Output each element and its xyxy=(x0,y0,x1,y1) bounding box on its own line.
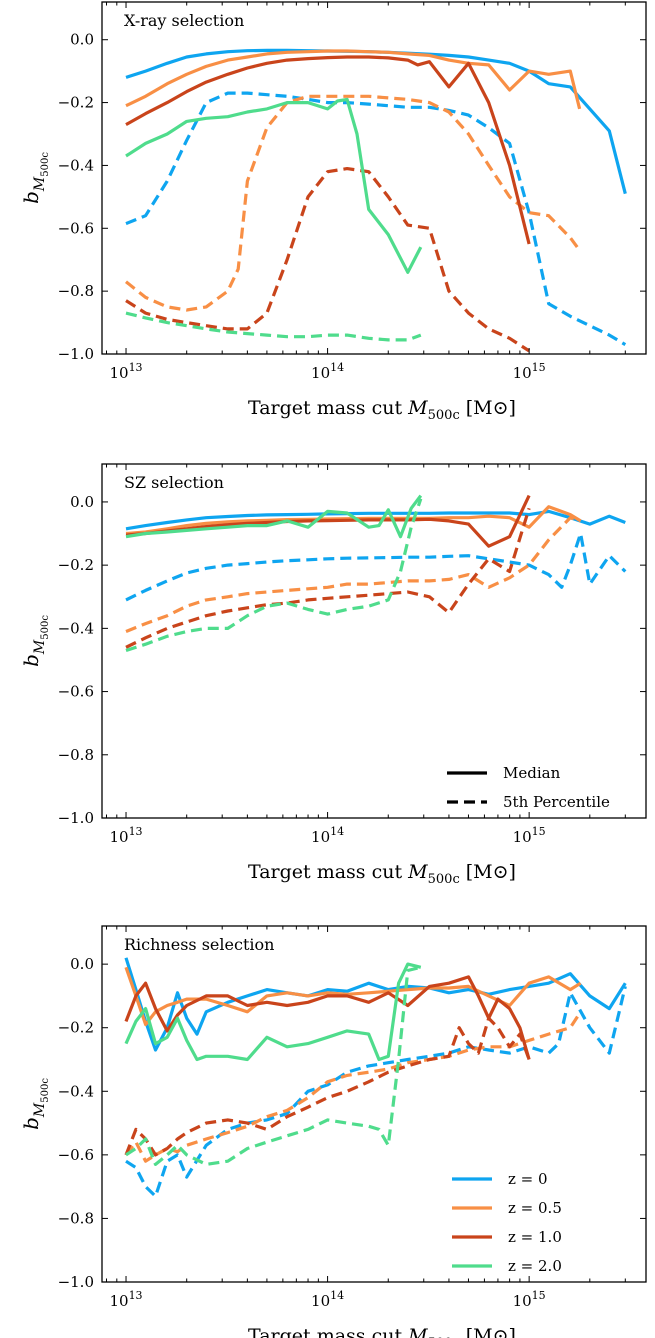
series-line-z2.0-p5 xyxy=(125,311,422,342)
series-line-z1.0-p5 xyxy=(125,167,530,353)
plot-frame xyxy=(101,925,647,1283)
y-tick-label: −0.4 xyxy=(58,156,94,174)
series-line-z0-p5 xyxy=(125,986,627,1198)
x-tick-label: 1013 xyxy=(109,361,142,382)
panel-title: X-ray selection xyxy=(124,11,244,30)
y-tick-label: 0.0 xyxy=(70,493,94,511)
y-tick-label: −0.6 xyxy=(58,1146,94,1164)
legend: z = 0 z = 0.5 z = 1.0 z = 2.0 xyxy=(452,1170,562,1275)
x-tick-label: 1015 xyxy=(513,825,546,846)
panel-title: Richness selection xyxy=(124,935,274,954)
y-tick-label: −0.2 xyxy=(58,94,94,112)
y-tick-label: −1.0 xyxy=(58,809,94,827)
y-tick-label: −1.0 xyxy=(58,345,94,363)
y-tick-label: 0.0 xyxy=(70,955,94,973)
x-axis-label: Target mass cut M500c [M⊙] xyxy=(248,861,516,887)
series-line-z0-p5 xyxy=(125,531,627,602)
panel-2: 0.0 −0.2 −0.4 −0.6 −0.8 −1.0 1013 1014 1015 SZ se… xyxy=(19,463,647,887)
y-tick-label: −0.6 xyxy=(58,683,94,701)
series-line-z2.0-p5 xyxy=(125,965,422,1167)
x-axis-label: Target mass cut M500c [M⊙] xyxy=(248,1325,516,1338)
series-line-z1.0-p5 xyxy=(124,1016,531,1157)
series-line-z2.0-p5 xyxy=(125,498,423,653)
plot-frame xyxy=(101,1,647,355)
legend-label: z = 0 xyxy=(508,1170,548,1188)
y-tick-label: −0.8 xyxy=(58,746,94,764)
x-tick-label: 1014 xyxy=(311,1289,344,1310)
series-line-z0-p5 xyxy=(125,91,627,346)
series-line-z1.0-median xyxy=(125,55,531,245)
series-line-z1.0-median xyxy=(125,494,531,548)
panel-3: 0.0 −0.2 −0.4 −0.6 −0.8 −1.0 1013 1014 1015 Richn… xyxy=(19,925,647,1338)
x-tick-label: 1013 xyxy=(109,1289,142,1310)
series-line-z2.0-median xyxy=(124,962,422,1062)
series-line-z2.0-median xyxy=(125,97,423,274)
y-tick-label: −0.8 xyxy=(58,282,94,300)
y-tick-label: −1.0 xyxy=(58,1273,94,1291)
legend-label: z = 0.5 xyxy=(508,1199,562,1217)
legend-label: z = 1.0 xyxy=(508,1228,562,1246)
legend: Median 5th Percentile xyxy=(447,764,610,811)
series-group xyxy=(124,957,627,1198)
panel-title: SZ selection xyxy=(124,473,224,492)
legend-label: Median xyxy=(503,764,561,782)
y-tick-label: −0.2 xyxy=(58,1019,94,1037)
y-tick-label: −0.8 xyxy=(58,1209,94,1227)
y-tick-label: −0.2 xyxy=(58,556,94,574)
x-tick-label: 1015 xyxy=(513,361,546,382)
series-line-z1.0-p5 xyxy=(125,507,531,649)
legend-label: z = 2.0 xyxy=(508,1257,562,1275)
x-tick-label: 1013 xyxy=(109,825,142,846)
series-line-z2.0-median xyxy=(125,494,423,539)
y-axis-label: bM500c xyxy=(19,1078,51,1130)
plot-frame xyxy=(101,463,647,819)
x-tick-label: 1014 xyxy=(311,361,344,382)
x-axis-label: Target mass cut M500c [M⊙] xyxy=(248,397,516,423)
y-axis-label: bM500c xyxy=(19,615,51,667)
series-group xyxy=(124,48,627,353)
series-line-z0-median xyxy=(125,48,627,195)
series-group xyxy=(125,494,627,653)
y-tick-label: −0.4 xyxy=(58,1082,94,1100)
series-line-z0.5-p5 xyxy=(125,516,582,633)
y-axis-label: bM500c xyxy=(19,152,51,204)
x-tick-label: 1015 xyxy=(513,1289,546,1310)
y-tick-label: −0.4 xyxy=(58,619,94,637)
series-line-z1.0-median xyxy=(124,975,531,1060)
y-tick-label: −0.6 xyxy=(58,219,94,237)
series-line-z0.5-median xyxy=(125,49,582,110)
legend-label: 5th Percentile xyxy=(503,793,610,811)
y-tick-label: 0.0 xyxy=(70,31,94,49)
x-tick-label: 1014 xyxy=(311,825,344,846)
panel-1: 0.0 −0.2 −0.4 −0.6 −0.8 −1.0 1013 1014 1015 X-ray… xyxy=(19,1,647,423)
series-line-z0.5-p5 xyxy=(124,1010,582,1163)
series-line-z0-median xyxy=(124,957,627,1052)
series-line-z0.5-p5 xyxy=(124,94,581,312)
